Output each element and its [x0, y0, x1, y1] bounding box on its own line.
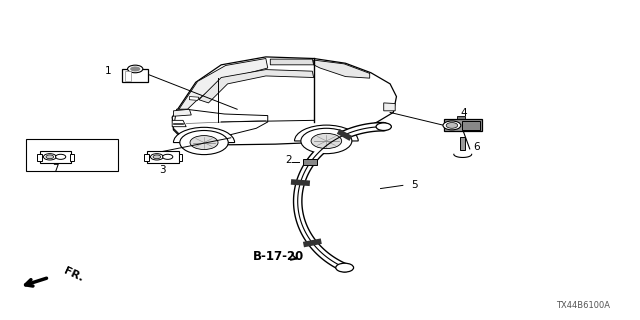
Circle shape — [376, 123, 392, 131]
Circle shape — [180, 131, 228, 155]
Bar — [70, 154, 74, 161]
Text: FR.: FR. — [62, 266, 84, 284]
Circle shape — [311, 133, 342, 148]
Circle shape — [163, 154, 173, 159]
Bar — [26, 140, 118, 171]
Text: 6: 6 — [473, 142, 479, 152]
Polygon shape — [179, 59, 268, 110]
Circle shape — [46, 155, 54, 159]
Circle shape — [301, 128, 352, 154]
Circle shape — [190, 136, 218, 149]
Polygon shape — [172, 57, 396, 145]
Bar — [462, 121, 480, 130]
Text: 2: 2 — [285, 155, 292, 165]
Bar — [179, 154, 182, 161]
Text: TX44B6100A: TX44B6100A — [556, 301, 610, 310]
Circle shape — [446, 123, 458, 128]
Polygon shape — [314, 60, 370, 78]
Circle shape — [153, 155, 161, 159]
Text: 5: 5 — [411, 180, 418, 190]
Polygon shape — [189, 97, 199, 100]
Circle shape — [130, 67, 140, 71]
Bar — [460, 137, 465, 150]
Circle shape — [443, 121, 461, 130]
Bar — [37, 154, 42, 161]
Circle shape — [44, 154, 56, 160]
Text: 3: 3 — [159, 164, 166, 174]
Bar — [303, 159, 317, 165]
Wedge shape — [173, 127, 235, 142]
Polygon shape — [172, 120, 186, 127]
Bar — [457, 116, 465, 119]
Polygon shape — [384, 103, 395, 111]
Polygon shape — [270, 59, 314, 65]
Polygon shape — [173, 109, 268, 139]
Circle shape — [127, 65, 143, 73]
Circle shape — [56, 154, 66, 159]
Circle shape — [336, 263, 353, 272]
Circle shape — [150, 154, 163, 160]
Text: B-17-20: B-17-20 — [253, 250, 305, 263]
Bar — [122, 69, 148, 82]
Bar — [444, 119, 483, 132]
Text: 4: 4 — [460, 108, 467, 118]
Text: 1: 1 — [104, 66, 111, 76]
Wedge shape — [294, 125, 358, 141]
Polygon shape — [199, 69, 314, 103]
Bar — [40, 151, 72, 163]
Bar — [144, 154, 149, 161]
Text: 7: 7 — [52, 164, 59, 174]
Bar — [125, 71, 131, 81]
Bar — [147, 151, 179, 163]
Polygon shape — [173, 109, 191, 116]
